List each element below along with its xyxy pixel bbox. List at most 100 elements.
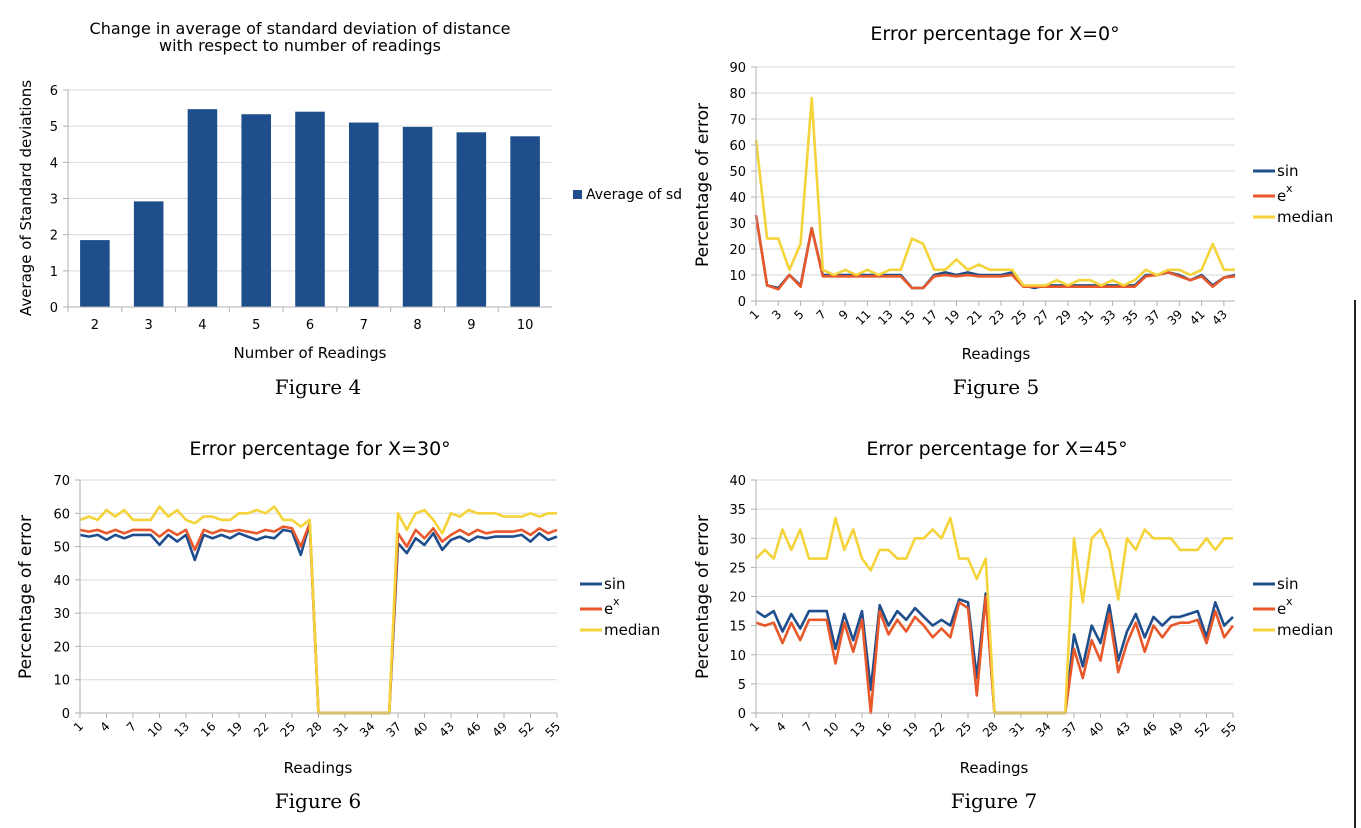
x-tick-labels: 2 3 4 5 6 7 8 9 10: [67, 307, 534, 333]
y-tick-label: 30: [53, 607, 70, 622]
chart-title: Error percentage for X=0°: [870, 23, 1119, 45]
legend-label-e: e: [1277, 187, 1286, 205]
x-tick-label: 29: [1053, 307, 1074, 328]
x-tick-label: 7: [814, 307, 829, 322]
y-axis-label: Percentage of error: [693, 515, 713, 679]
x-tick-label: 22: [927, 719, 948, 740]
legend-label-e: e: [1277, 600, 1286, 618]
chart-title-line-1: Change in average of standard deviation …: [90, 19, 511, 38]
x-tick-label: 46: [463, 719, 484, 740]
y-tick-label: 50: [729, 165, 746, 180]
legend-label-sin: sin: [1277, 575, 1299, 593]
line-series: [754, 96, 1236, 291]
chart-title-line-2: with respect to number of readings: [159, 36, 441, 55]
y-tick-label: 4: [50, 156, 58, 171]
bar-7: [348, 122, 379, 307]
x-tick-label: 39: [1165, 307, 1186, 328]
x-tick-label: 28: [980, 719, 1001, 740]
x-tick-label: 9: [467, 318, 475, 333]
y-tick-label: 5: [50, 120, 58, 135]
x-tick-label: 55: [1218, 719, 1239, 740]
x-tick-label: 10: [145, 719, 166, 740]
x-tick-label: 25: [277, 719, 298, 740]
x-tick-label: 1: [71, 719, 86, 734]
x-tick-label: 7: [360, 318, 368, 333]
x-tick-labels: 1 4 7 10 13 16 19 22 25 28 31 34 37 40 43 46 49 52 55: [747, 713, 1239, 740]
x-tick-label: 16: [874, 719, 895, 740]
legend: sin e x median: [1253, 162, 1333, 226]
x-tick-label: 3: [769, 307, 784, 322]
x-tick-label: 7: [124, 719, 139, 734]
x-tick-label: 2: [91, 318, 99, 333]
x-tick-label: 34: [357, 719, 378, 740]
y-tick-label: 3: [50, 193, 58, 208]
bar-10: [510, 136, 540, 307]
x-tick-label: 10: [517, 318, 534, 333]
figure-caption: Figure 6: [275, 789, 361, 813]
legend-label-median: median: [1277, 621, 1333, 639]
y-tick-label: 10: [729, 649, 746, 664]
legend-label-median: median: [604, 621, 660, 639]
x-tick-label: 4: [198, 318, 206, 333]
x-axis-label: Number of Readings: [234, 344, 387, 362]
y-tick-label: 40: [729, 474, 746, 489]
bar-8: [402, 126, 433, 307]
x-tick-label: 22: [251, 719, 272, 740]
legend-label-x-superscript: x: [613, 595, 620, 608]
y-tick-label: 0: [50, 301, 58, 316]
x-tick-label: 4: [97, 719, 112, 734]
chart-figure-5: Error percentage for X=0° Percentage of …: [693, 23, 1333, 399]
y-tick-label: 15: [729, 620, 746, 635]
y-tick-label: 5: [738, 678, 746, 693]
x-tick-label: 10: [821, 719, 842, 740]
x-tick-label: 33: [1098, 307, 1119, 328]
y-tick-labels: 0 10 20 30 40 50 60 70 80 90: [729, 61, 746, 310]
y-tick-label: 90: [729, 61, 746, 76]
x-tick-label: 5: [791, 307, 806, 322]
x-tick-label: 13: [171, 719, 192, 740]
x-tick-label: 43: [436, 719, 457, 740]
x-tick-label: 13: [875, 307, 896, 328]
y-tick-label: 0: [738, 707, 746, 722]
y-tick-label: 60: [53, 507, 70, 522]
x-tick-label: 15: [897, 307, 918, 328]
legend-label-sin: sin: [1277, 162, 1299, 180]
y-tick-label: 0: [62, 707, 70, 722]
legend-label-x-superscript: x: [1286, 595, 1293, 608]
bar-9: [456, 132, 487, 307]
x-tick-label: 35: [1120, 307, 1141, 328]
chart-title: Error percentage for X=30°: [189, 438, 450, 460]
x-tick-label: 8: [413, 318, 421, 333]
legend-label-median: median: [1277, 208, 1333, 226]
y-tick-label: 20: [729, 243, 746, 258]
y-tick-label: 35: [729, 503, 746, 518]
x-tick-label: 49: [1165, 719, 1186, 740]
y-tick-label: 1: [50, 265, 58, 280]
legend-label-x-superscript: x: [1286, 182, 1293, 195]
bar-5: [241, 114, 272, 308]
y-tick-label: 30: [729, 217, 746, 232]
legend-label-e: e: [604, 600, 613, 618]
line-series: [79, 505, 558, 715]
legend-label-average-of-sd: Average of sd: [586, 187, 682, 203]
bar-3: [133, 201, 164, 307]
x-tick-label: 27: [1031, 307, 1052, 328]
y-gridlines: [75, 479, 557, 714]
legend: sin e x median: [1253, 575, 1333, 639]
x-tick-label: 19: [942, 307, 963, 328]
page-edge-border: [1354, 300, 1356, 828]
x-tick-label: 55: [542, 719, 563, 740]
bar-2: [80, 240, 110, 307]
bar-4: [187, 109, 218, 307]
x-tick-label: 43: [1209, 307, 1230, 328]
figure-caption: Figure 4: [275, 375, 361, 399]
x-tick-label: 1: [747, 307, 762, 322]
y-tick-label: 20: [53, 640, 70, 655]
x-tick-label: 7: [800, 719, 815, 734]
x-tick-label: 34: [1033, 719, 1054, 740]
x-tick-label: 5: [252, 318, 260, 333]
chart-figure-7: Error percentage for X=45° Percentage of…: [693, 438, 1333, 813]
x-axis-label: Readings: [962, 345, 1031, 363]
y-tick-labels: 0 10 20 30 40 50 60 70: [53, 474, 70, 722]
x-tick-label: 23: [986, 307, 1007, 328]
